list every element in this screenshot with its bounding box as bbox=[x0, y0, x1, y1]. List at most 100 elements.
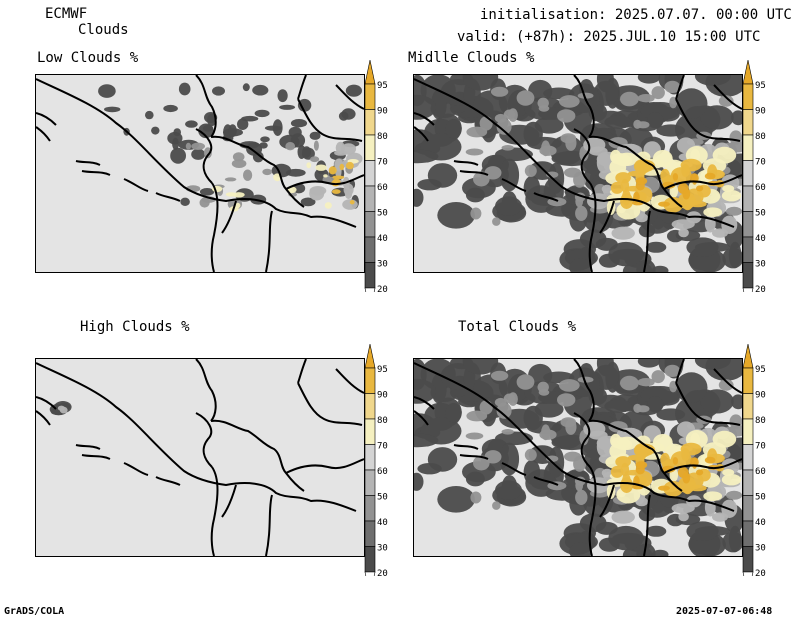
panel-title-total: Total Clouds % bbox=[458, 319, 577, 335]
cloud-cell bbox=[560, 133, 577, 144]
cloud-cell bbox=[470, 491, 482, 504]
country-border bbox=[221, 484, 237, 518]
colorbar-tick-label: 70 bbox=[755, 442, 766, 452]
cloud-cell bbox=[596, 152, 612, 174]
colorbar-swatch bbox=[742, 109, 754, 136]
colorbar-top-arrow bbox=[364, 59, 376, 85]
colorbar-tick-label: 20 bbox=[377, 569, 388, 576]
cloud-cell bbox=[254, 109, 270, 118]
cloud-cell bbox=[180, 197, 190, 206]
cloud-cell bbox=[638, 446, 648, 458]
cloud-cell bbox=[703, 491, 723, 501]
cloud-cell bbox=[557, 393, 576, 407]
country-border bbox=[210, 419, 305, 492]
cloud-cell bbox=[681, 448, 690, 461]
cloud-cell bbox=[651, 86, 665, 100]
colorbar-swatch bbox=[364, 211, 376, 238]
cloud-cell bbox=[252, 151, 264, 163]
colorbar-middle: 95 90 80 70 60 50 40 30 20 bbox=[742, 58, 776, 313]
cloud-cell bbox=[545, 486, 579, 501]
cloud-cell bbox=[341, 143, 357, 155]
cloud-cell bbox=[539, 429, 557, 440]
colorbar-swatch bbox=[364, 367, 376, 394]
cloud-cell bbox=[285, 142, 296, 151]
cloud-cell bbox=[645, 241, 667, 253]
cloud-cell bbox=[473, 171, 490, 187]
cloud-cell bbox=[664, 80, 681, 93]
colorbar-total: 95 90 80 70 60 50 40 30 20 bbox=[742, 342, 776, 597]
cloud-cell bbox=[465, 432, 484, 440]
cloud-cell bbox=[495, 480, 522, 500]
colorbar-tick-label: 90 bbox=[755, 391, 766, 401]
cloud-cell bbox=[473, 455, 490, 471]
cloud-cell bbox=[686, 237, 719, 257]
country-border bbox=[221, 200, 237, 234]
country-border bbox=[195, 75, 217, 138]
colorbar-tick-label: 95 bbox=[755, 81, 766, 91]
colorbar-swatch bbox=[364, 236, 376, 263]
colorbar-tick-label: 90 bbox=[377, 107, 388, 117]
colorbar-swatch bbox=[742, 418, 754, 445]
colorbar-swatch bbox=[364, 83, 376, 110]
cloud-cell bbox=[495, 196, 522, 216]
cloud-cell bbox=[663, 197, 683, 213]
map-total-clouds bbox=[413, 358, 743, 557]
cloud-cell bbox=[501, 145, 514, 151]
cloud-cell bbox=[465, 148, 484, 156]
cloud-cell bbox=[313, 140, 319, 151]
colorbar-swatch bbox=[364, 134, 376, 161]
colorbar-tick-label: 20 bbox=[377, 285, 388, 292]
cloud-cell bbox=[414, 94, 437, 120]
cloud-cell bbox=[704, 456, 716, 464]
cloud-cell bbox=[306, 162, 312, 169]
coastline bbox=[36, 112, 57, 126]
cloud-cell bbox=[620, 91, 639, 107]
colorbar-swatch bbox=[742, 520, 754, 547]
cloud-cell bbox=[689, 200, 707, 208]
country-border bbox=[414, 78, 735, 228]
colorbar-swatch bbox=[364, 393, 376, 420]
cloud-cell bbox=[191, 142, 206, 150]
cloud-cell bbox=[573, 455, 587, 472]
coastline bbox=[459, 170, 489, 176]
cloud-cell bbox=[57, 405, 65, 411]
country-border bbox=[643, 210, 651, 272]
colorbar-tick-label: 40 bbox=[755, 518, 766, 528]
colorbar-tick-label: 70 bbox=[377, 442, 388, 452]
cloud-cell bbox=[185, 142, 191, 150]
cloud-cell bbox=[237, 118, 249, 130]
cloud-cell bbox=[635, 497, 649, 507]
country-border bbox=[713, 368, 742, 394]
coastline bbox=[533, 192, 559, 202]
colorbar-tick-label: 95 bbox=[377, 365, 388, 375]
cloud-cell bbox=[729, 130, 742, 145]
country-border bbox=[265, 210, 273, 272]
cloud-cell bbox=[569, 258, 592, 272]
cloud-cell bbox=[675, 372, 708, 403]
colorbar-tick-label: 90 bbox=[377, 391, 388, 401]
colorbar-tick-label: 20 bbox=[755, 569, 766, 576]
cloud-cell bbox=[470, 207, 482, 220]
cloud-cell bbox=[539, 145, 557, 156]
colorbar-swatch bbox=[742, 160, 754, 187]
coastline bbox=[75, 444, 101, 450]
colorbar-swatch bbox=[742, 367, 754, 394]
cloud-cell bbox=[721, 190, 742, 202]
coastline bbox=[453, 160, 479, 166]
cloud-cell bbox=[712, 430, 737, 448]
country-border bbox=[195, 128, 213, 184]
cloud-cell bbox=[202, 125, 214, 132]
colorbar-swatch bbox=[742, 236, 754, 263]
cloud-cell bbox=[462, 75, 499, 91]
cloud-cell bbox=[104, 106, 121, 113]
cloud-cell bbox=[645, 525, 667, 537]
country-border bbox=[573, 359, 595, 422]
coastline bbox=[501, 178, 527, 192]
colorbar-tick-label: 60 bbox=[377, 467, 388, 477]
cloud-cell bbox=[577, 376, 594, 383]
country-border bbox=[588, 466, 597, 556]
cloud-cell bbox=[573, 171, 587, 188]
cloud-cell bbox=[241, 115, 259, 122]
country-border bbox=[588, 419, 683, 492]
valid-time: valid: (+87h): 2025.JUL.10 15:00 UTC bbox=[457, 29, 761, 45]
